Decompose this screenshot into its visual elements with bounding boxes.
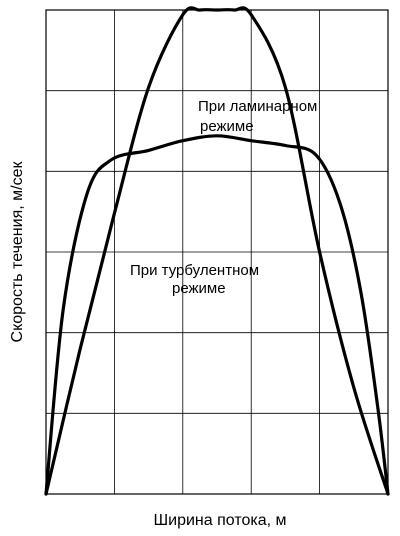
series-layer <box>44 6 390 496</box>
grid <box>46 10 388 494</box>
laminar-label-line2: режиме <box>200 118 254 135</box>
turbulent-label-line2: режиме <box>172 280 226 297</box>
x-axis-label: Ширина потока, м <box>153 512 286 529</box>
laminar-label-line1: При ламинарном <box>198 98 317 115</box>
series-turbulent-line <box>44 134 390 496</box>
y-axis-label: Скорость течения, м/сек <box>9 161 26 343</box>
turbulent-label-line1: При турбулентном <box>130 262 259 279</box>
series-laminar-line <box>44 6 390 496</box>
